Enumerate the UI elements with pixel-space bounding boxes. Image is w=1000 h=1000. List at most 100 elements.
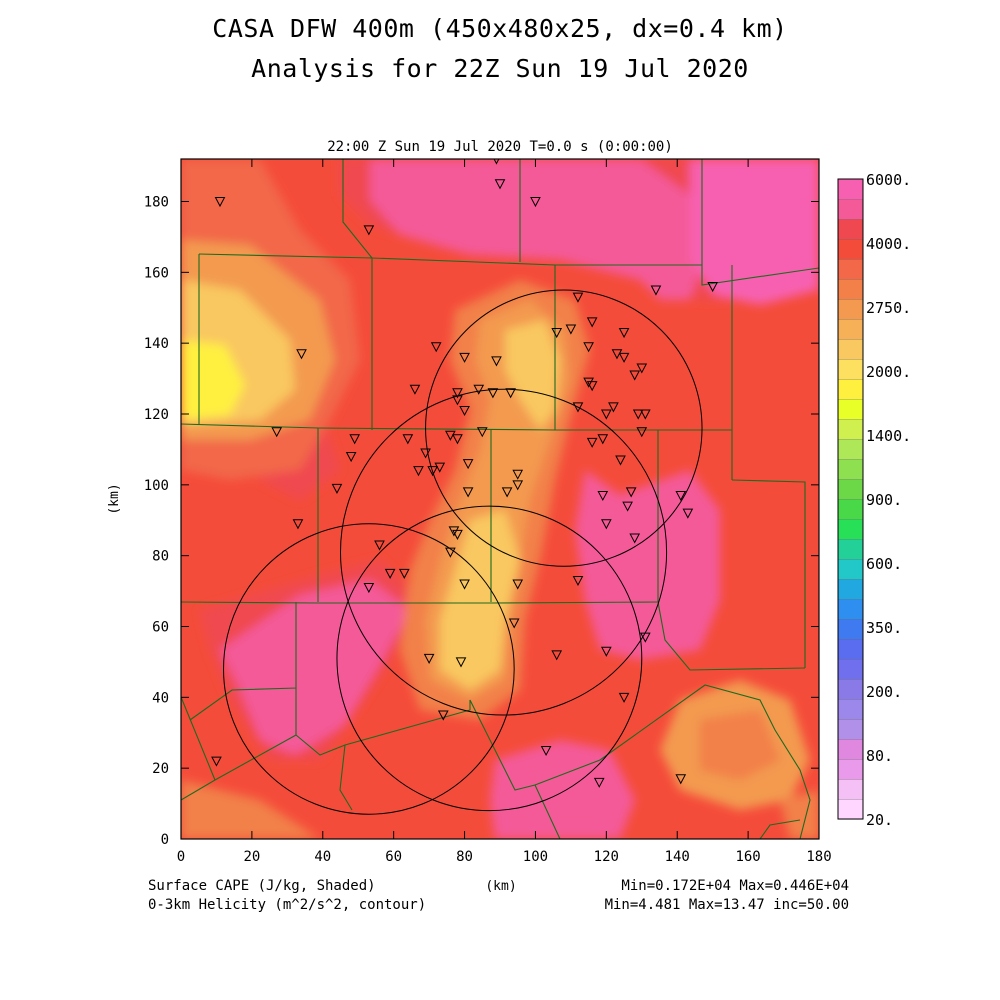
station-marker [597, 434, 609, 445]
y-axis: 0 20 40 60 80 100 120 140 160 180 [144, 195, 819, 848]
colorbar-swatch [837, 738, 864, 760]
station-marker [452, 434, 463, 445]
station-marker [409, 384, 421, 395]
station-marker [508, 618, 520, 629]
county-line [189, 602, 297, 721]
station-marker [459, 352, 470, 363]
colorbar-swatch [837, 378, 864, 400]
station-marker [540, 745, 552, 757]
county-line [181, 423, 732, 431]
station-marker [583, 377, 594, 388]
colorbar-swatch [837, 498, 864, 520]
footer-field-label: Surface CAPE (J/kg, Shaded) [148, 878, 376, 894]
colorbar-swatch [837, 558, 864, 580]
colorbar-label: 20. [866, 811, 893, 829]
footer-contour-minmax: Min=4.481 Max=13.47 inc=50.00 [605, 897, 849, 913]
colorbar-swatch [837, 518, 864, 540]
colorbar-swatch [837, 538, 864, 560]
station-marker [398, 568, 410, 579]
x-tick-label: 100 [523, 849, 548, 865]
station-marker [565, 324, 577, 335]
colorbar-label: 6000. [866, 171, 911, 189]
station-marker [487, 388, 499, 399]
station-marker [434, 462, 446, 473]
station-marker [374, 540, 385, 551]
station-marker [675, 490, 687, 502]
station-marker [572, 402, 584, 413]
colorbar-swatch [837, 718, 864, 740]
station-marker [551, 328, 563, 339]
station-marker [455, 657, 467, 668]
station-marker [292, 519, 304, 530]
y-axis-label: (km) [107, 483, 122, 514]
county-boundaries [181, 159, 819, 839]
colorbar-swatch [837, 458, 864, 480]
station-marker [629, 533, 641, 544]
station-marker [459, 405, 470, 417]
x-axis: 0 20 40 60 80 100 120 140 160 180 [177, 159, 832, 865]
station-marker [271, 427, 283, 438]
station-marker [445, 547, 456, 558]
county-line [181, 601, 659, 604]
colorbar-swatch [837, 418, 864, 440]
helicity-contour [223, 523, 515, 815]
station-marker [452, 529, 463, 540]
station-marker [423, 653, 435, 664]
station-marker [601, 519, 612, 530]
colorbar-swatch [837, 338, 864, 360]
station-marker [608, 402, 619, 413]
county-line [534, 684, 811, 839]
colorbar-label: 80. [866, 747, 893, 765]
colorbar-frame [837, 178, 864, 820]
station-marker [586, 381, 598, 392]
y-tick-label: 40 [152, 690, 169, 706]
station-marker [214, 197, 226, 208]
station-marker [413, 466, 424, 477]
station-marker [586, 317, 598, 328]
station-marker [331, 483, 343, 494]
station-marker [593, 777, 605, 788]
y-tick-label: 60 [152, 620, 169, 636]
colorbar-label: 900. [866, 491, 902, 509]
y-tick-label: 20 [152, 761, 169, 777]
station-marker [675, 774, 687, 785]
station-marker [445, 430, 456, 441]
station-marker [622, 501, 633, 512]
colorbar-label: 4000. [866, 235, 911, 253]
colorbar-label: 350. [866, 619, 902, 637]
station-marker [586, 437, 598, 448]
x-tick-label: 80 [456, 849, 473, 865]
cape-region-west-min [181, 340, 245, 420]
colorbar-swatch [837, 678, 864, 700]
colorbar-swatch [837, 478, 864, 500]
colorbar-label: 2000. [866, 363, 911, 381]
station-marker [618, 328, 630, 339]
station-marker [402, 434, 414, 445]
station-marker [420, 448, 431, 459]
station-marker [618, 352, 630, 363]
station-markers [211, 159, 718, 788]
county-line [657, 601, 806, 671]
x-tick-label: 160 [735, 849, 760, 865]
colorbar-swatch [837, 618, 864, 640]
plot-frame [180, 158, 820, 840]
station-marker [363, 583, 375, 594]
station-marker [363, 225, 375, 236]
cape-region-east [575, 470, 720, 660]
colorbar-swatch [837, 698, 864, 720]
station-marker [611, 349, 623, 360]
colorbar-swatch [837, 198, 864, 220]
station-marker [501, 487, 513, 498]
station-marker [211, 756, 222, 767]
station-marker [452, 395, 463, 406]
station-marker [384, 568, 396, 579]
colorbar-swatch [837, 758, 864, 780]
county-line [181, 688, 297, 801]
y-tick-label: 80 [152, 549, 169, 565]
station-marker [512, 579, 524, 590]
x-tick-label: 0 [177, 849, 185, 865]
station-marker [349, 434, 361, 445]
station-marker [629, 370, 641, 381]
x-tick-label: 40 [314, 849, 331, 865]
